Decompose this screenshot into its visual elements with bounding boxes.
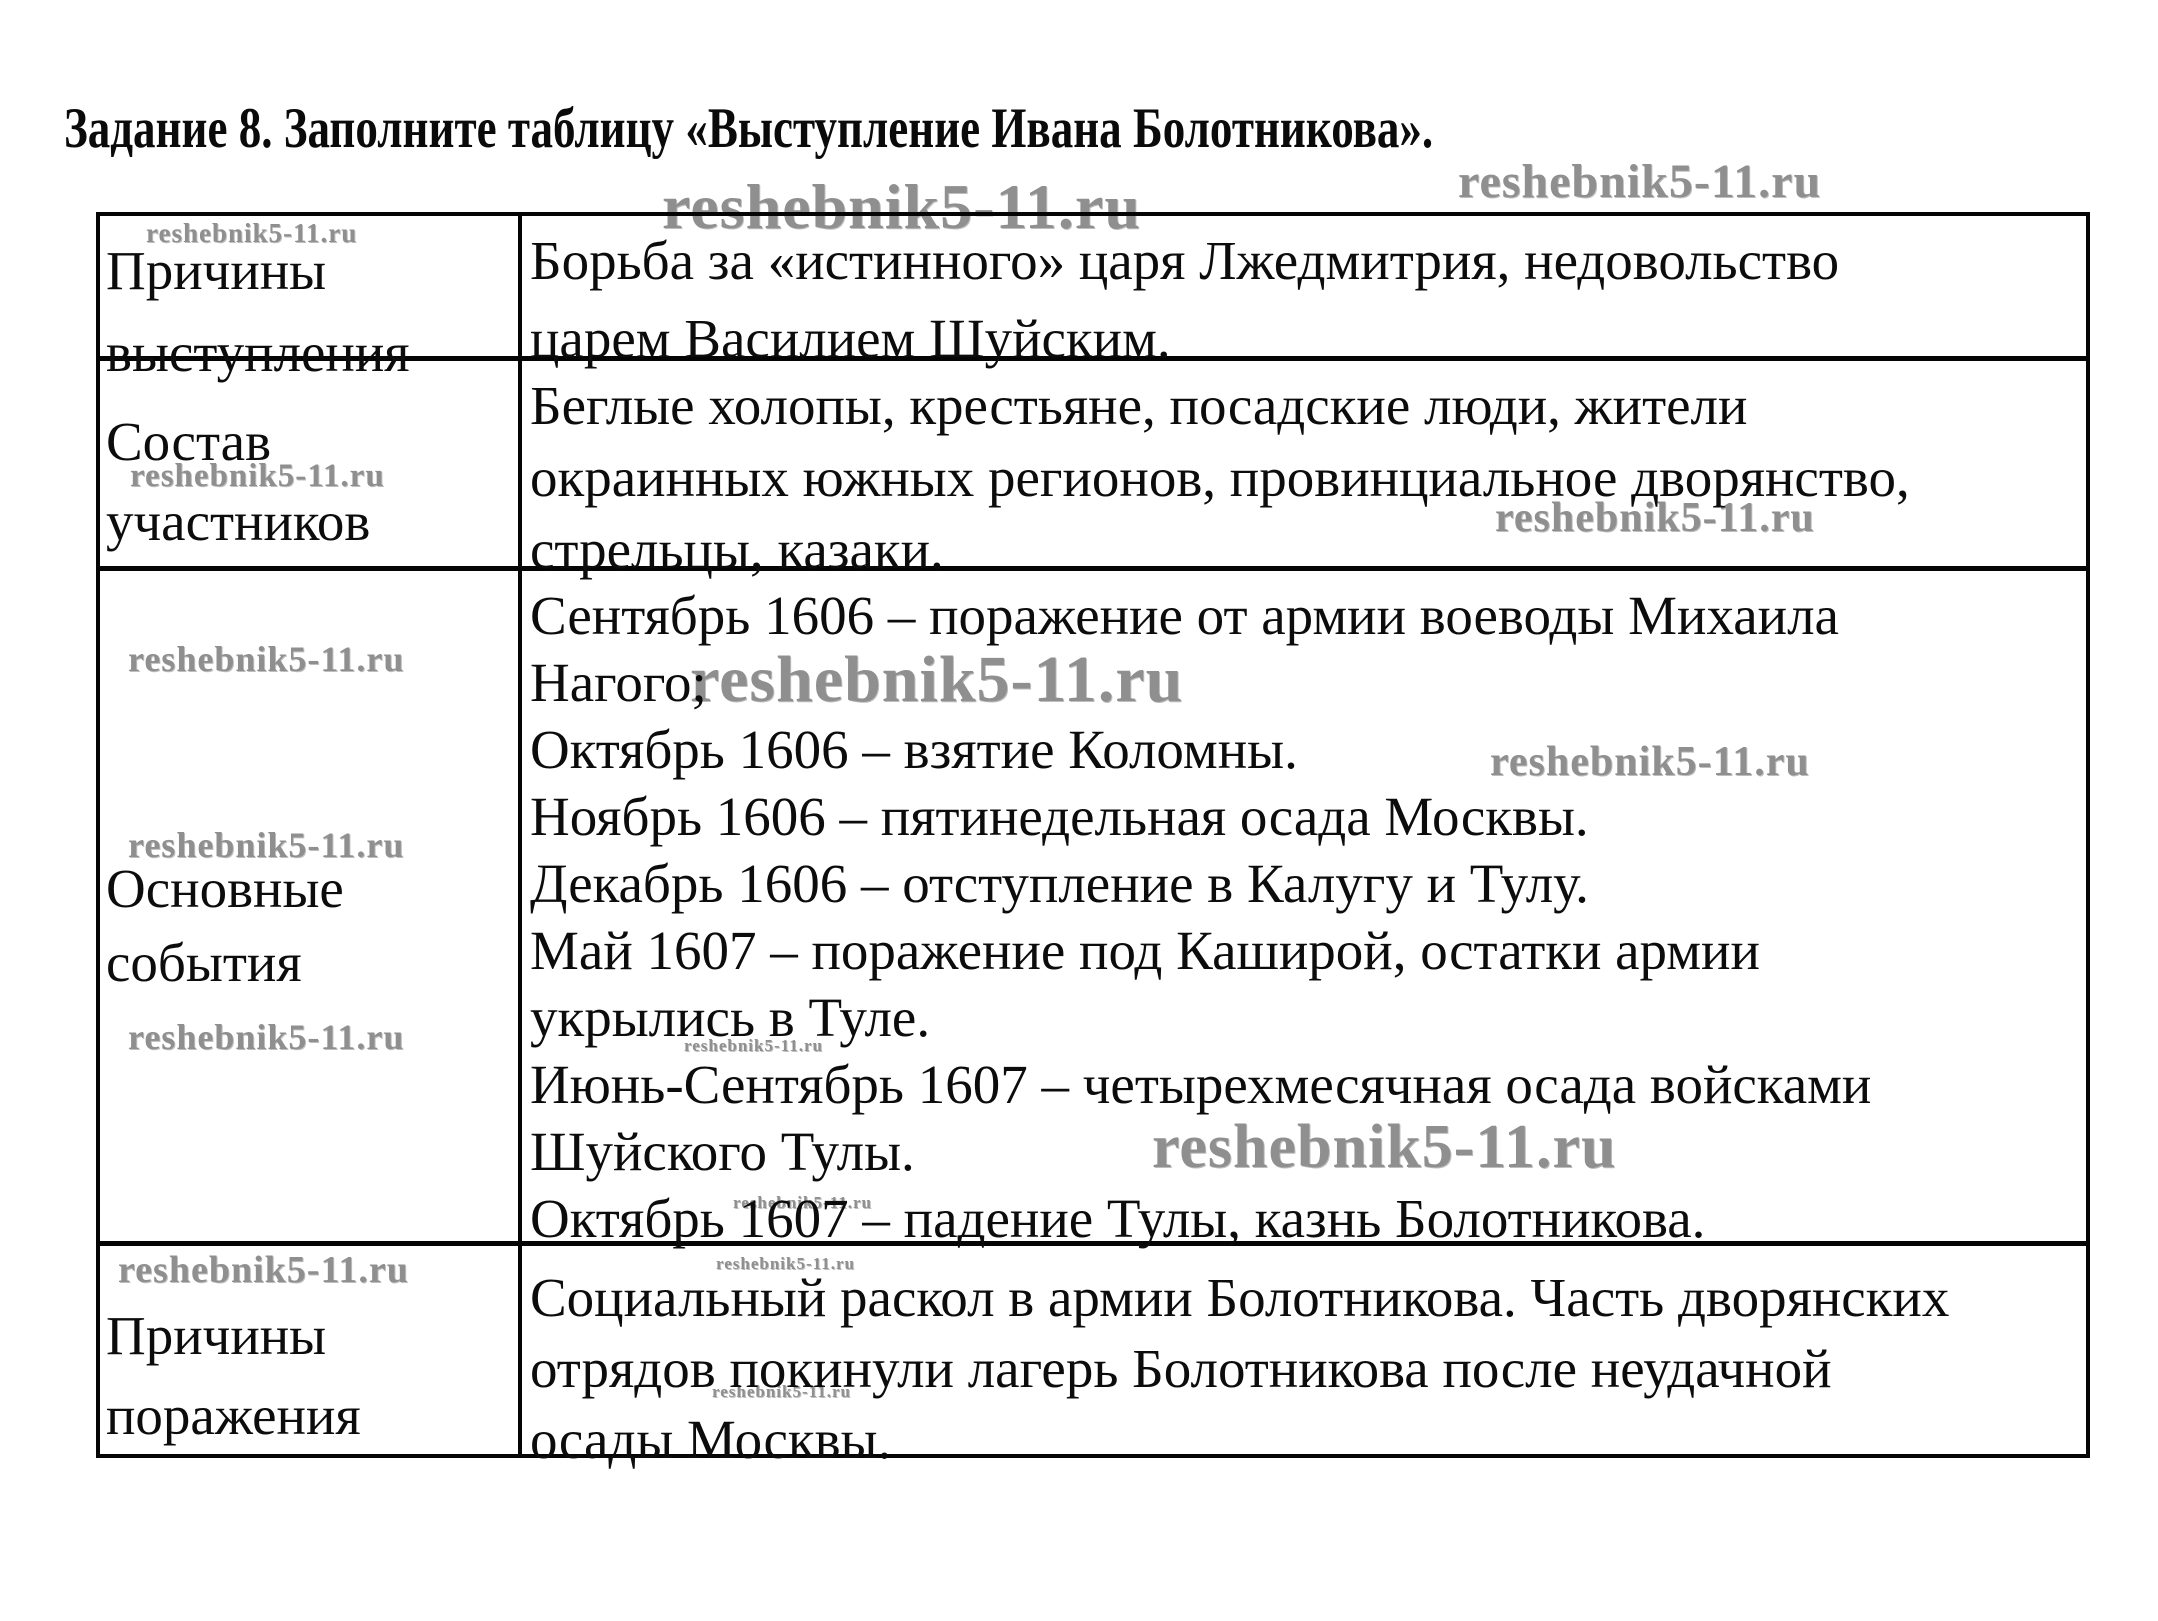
content-line: Июнь-Сентябрь 1607 – четырехмесячная оса… <box>530 1054 1872 1115</box>
watermark: reshebnik5-11.ru <box>1152 1113 1617 1181</box>
watermark: reshebnik5-11.ru <box>712 1382 851 1401</box>
table-row-divider <box>96 1241 2090 1246</box>
content-line: Май 1607 – поражение под Каширой, остатк… <box>530 920 1760 981</box>
table-row-divider <box>96 356 2090 361</box>
watermark: reshebnik5-11.ru <box>716 1254 855 1273</box>
content-line: осады Москвы. <box>530 1409 892 1470</box>
table-border <box>96 212 2090 1458</box>
watermark: reshebnik5-11.ru <box>684 1036 823 1055</box>
content-line: Октябрь 1606 – взятие Коломны. <box>530 719 1298 780</box>
watermark: reshebnik5-11.ru <box>1458 155 1822 208</box>
cell-defeat-reasons-content: Социальный раскол в армии Болотникова. Ч… <box>530 1262 2082 1475</box>
watermark: reshebnik5-11.ru <box>128 1017 405 1057</box>
cell-participants-content: Беглые холопы, крестьяне, посадские люди… <box>530 370 2082 586</box>
label-line: Основные <box>106 858 344 919</box>
label-line: Причины <box>106 240 327 301</box>
content-line: окраинных южных регионов, провинциальное… <box>530 447 1910 508</box>
content-line: стрельцы, казаки. <box>530 519 944 580</box>
watermark: reshebnik5-11.ru <box>1490 739 1810 785</box>
table-row-divider <box>96 566 2090 571</box>
watermark: reshebnik5-11.ru <box>146 218 358 248</box>
cell-events-label: Основные события <box>106 852 506 1000</box>
label-line: Состав <box>106 411 272 472</box>
label-line: выступления <box>106 322 410 383</box>
label-line: участников <box>106 491 371 552</box>
watermark: reshebnik5-11.ru <box>733 1193 872 1212</box>
content-line: укрылись в Туле. <box>530 987 931 1048</box>
content-line: Борьба за «истинного» царя Лжедмитрия, н… <box>530 230 1840 291</box>
content-line: Социальный раскол в армии Болотникова. Ч… <box>530 1267 1950 1328</box>
watermark: reshebnik5-11.ru <box>130 458 385 494</box>
label-line: поражения <box>106 1385 361 1446</box>
cell-reasons-content: Борьба за «истинного» царя Лжедмитрия, н… <box>530 222 2082 378</box>
cell-events-content: Сентябрь 1606 – поражение от армии воево… <box>530 582 2082 1252</box>
label-line: события <box>106 932 302 993</box>
content-line: Октябрь 1607 – падение Тулы, казнь Болот… <box>530 1188 1706 1249</box>
watermark: reshebnik5-11.ru <box>662 171 1141 242</box>
content-line: Беглые холопы, крестьяне, посадские люди… <box>530 375 1748 436</box>
watermark: reshebnik5-11.ru <box>128 639 405 679</box>
label-line: Причины <box>106 1305 327 1366</box>
content-line: Ноябрь 1606 – пятинедельная осада Москвы… <box>530 786 1589 847</box>
watermark: reshebnik5-11.ru <box>118 1249 409 1291</box>
watermark: reshebnik5-11.ru <box>1495 495 1815 541</box>
content-line: отрядов покинули лагерь Болотникова посл… <box>530 1338 1832 1399</box>
cell-participants-label: Состав участников <box>106 402 506 562</box>
content-line: Декабрь 1606 – отступление в Калугу и Ту… <box>530 853 1589 914</box>
cell-reasons-label: Причины выступления <box>106 230 506 394</box>
content-line: Сентябрь 1606 – поражение от армии воево… <box>530 585 1839 646</box>
table-column-divider <box>518 212 522 1458</box>
content-line: царем Василием Шуйским. <box>530 308 1171 369</box>
page-title: Задание 8. Заполните таблицу «Выступлени… <box>64 97 1434 160</box>
watermark: reshebnik5-11.ru <box>128 825 405 865</box>
content-line: Нагого; <box>530 652 707 713</box>
watermark: reshebnik5-11.ru <box>690 643 1184 716</box>
content-line: Шуйского Тулы. <box>530 1121 915 1182</box>
cell-defeat-reasons-label: Причины поражения <box>106 1296 506 1456</box>
